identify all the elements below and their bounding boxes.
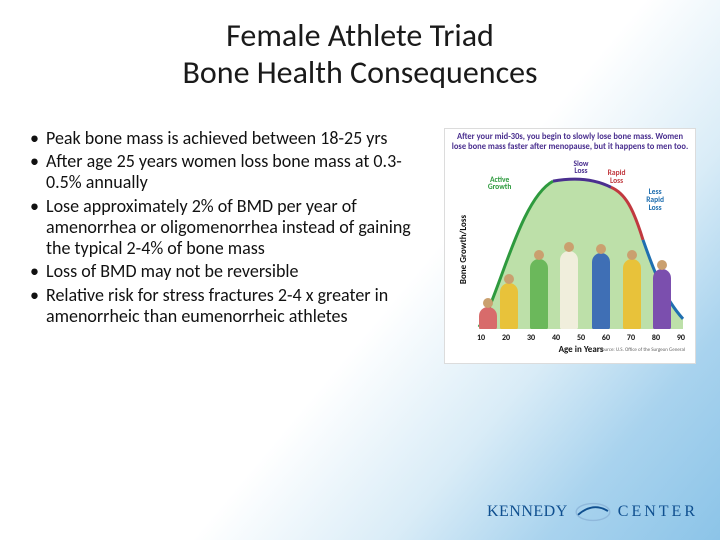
bullet-item: Lose approximately 2% of BMD per year of… xyxy=(28,196,428,260)
y-axis-label: Bone Growth/Loss xyxy=(459,214,470,283)
bullet-item: Loss of BMD may not be reversible xyxy=(28,261,428,282)
xtick: 60 xyxy=(602,333,610,343)
xtick: 10 xyxy=(477,333,485,343)
xtick: 20 xyxy=(502,333,510,343)
xtick: 30 xyxy=(527,333,535,343)
xtick: 50 xyxy=(577,333,585,343)
kennedy-center-logo: KENNEDY CENTER xyxy=(487,498,698,526)
bullet-content: Peak bone mass is achieved between 18-25… xyxy=(28,128,428,329)
slide-root: Female Athlete Triad Bone Health Consequ… xyxy=(0,0,720,540)
figure-footnote: Source: U.S. Office of the Surgeon Gener… xyxy=(600,347,685,353)
slide-title: Female Athlete Triad Bone Health Consequ… xyxy=(0,18,720,92)
title-line-1: Female Athlete Triad xyxy=(226,16,494,55)
phase-label: ActiveGrowth xyxy=(488,177,512,193)
phase-label: SlowLoss xyxy=(573,161,588,177)
bone-mass-figure: After your mid-30s, you begin to slowly … xyxy=(444,128,696,364)
xtick: 70 xyxy=(627,333,635,343)
logo-center-text: CENTER xyxy=(618,503,698,521)
xtick: 90 xyxy=(677,333,685,343)
bullet-list: Peak bone mass is achieved between 18-25… xyxy=(28,128,428,327)
logo-swoosh-icon xyxy=(574,498,612,526)
bullet-item: After age 25 years women loss bone mass … xyxy=(28,151,428,193)
title-line-2: Bone Health Consequences xyxy=(182,53,537,92)
xtick: 40 xyxy=(552,333,560,343)
bullet-item: Relative risk for stress fractures 2-4 x… xyxy=(28,285,428,327)
logo-kennedy-text: KENNEDY xyxy=(487,503,568,521)
xtick: 80 xyxy=(652,333,660,343)
x-axis-label: Age in Years xyxy=(559,344,604,355)
figure-caption: After your mid-30s, you begin to slowly … xyxy=(445,129,695,155)
bullet-item: Peak bone mass is achieved between 18-25… xyxy=(28,128,428,149)
phase-label: RapidLoss xyxy=(608,170,626,186)
y-axis: Bone Growth/Loss xyxy=(457,169,471,329)
x-axis-ticks: 10 20 30 40 50 60 70 80 90 xyxy=(475,331,687,343)
phase-label: LessRapidLoss xyxy=(646,189,664,213)
